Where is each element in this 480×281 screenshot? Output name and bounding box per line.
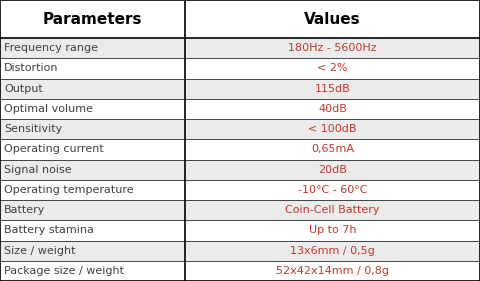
Bar [185, 119, 480, 139]
Bar [185, 78, 480, 99]
Bar [0, 119, 185, 139]
Bar [0, 139, 185, 160]
Text: 115dB: 115dB [314, 84, 350, 94]
Text: 52x42x14mm / 0,8g: 52x42x14mm / 0,8g [276, 266, 389, 276]
Bar [0, 200, 185, 220]
Bar [185, 139, 480, 160]
Bar [185, 160, 480, 180]
Text: < 2%: < 2% [317, 64, 348, 73]
Bar [185, 261, 480, 281]
Text: 0,65mA: 0,65mA [311, 144, 354, 154]
Text: 20dB: 20dB [318, 165, 347, 175]
Bar [0, 99, 185, 119]
Text: Battery: Battery [4, 205, 46, 215]
Bar [185, 58, 480, 78]
Bar [0, 180, 185, 200]
Text: Output: Output [4, 84, 43, 94]
Text: -10°C - 60°C: -10°C - 60°C [298, 185, 367, 195]
Text: Battery stamina: Battery stamina [4, 225, 94, 235]
Bar [185, 38, 480, 58]
Text: Package size / weight: Package size / weight [4, 266, 124, 276]
Bar [185, 99, 480, 119]
Bar [185, 241, 480, 261]
Bar [0, 58, 185, 78]
Bar [0, 78, 185, 99]
Bar [0, 0, 480, 38]
Bar [185, 180, 480, 200]
Text: Coin-Cell Battery: Coin-Cell Battery [285, 205, 380, 215]
Bar [0, 160, 185, 180]
Bar [185, 220, 480, 241]
Bar [0, 220, 185, 241]
Text: Values: Values [304, 12, 360, 26]
Text: Signal noise: Signal noise [4, 165, 72, 175]
Text: Operating temperature: Operating temperature [4, 185, 133, 195]
Bar [0, 261, 185, 281]
Text: 40dB: 40dB [318, 104, 347, 114]
Text: Distortion: Distortion [4, 64, 59, 73]
Text: Up to 7h: Up to 7h [309, 225, 356, 235]
Text: Operating current: Operating current [4, 144, 104, 154]
Bar [0, 38, 185, 58]
Text: Sensitivity: Sensitivity [4, 124, 62, 134]
Text: Optimal volume: Optimal volume [4, 104, 93, 114]
Text: Size / weight: Size / weight [4, 246, 75, 256]
Bar [185, 200, 480, 220]
Text: Frequency range: Frequency range [4, 43, 98, 53]
Text: Parameters: Parameters [43, 12, 142, 26]
Text: 180Hz - 5600Hz: 180Hz - 5600Hz [288, 43, 377, 53]
Text: 13x6mm / 0,5g: 13x6mm / 0,5g [290, 246, 375, 256]
Text: < 100dB: < 100dB [308, 124, 357, 134]
Bar [0, 241, 185, 261]
